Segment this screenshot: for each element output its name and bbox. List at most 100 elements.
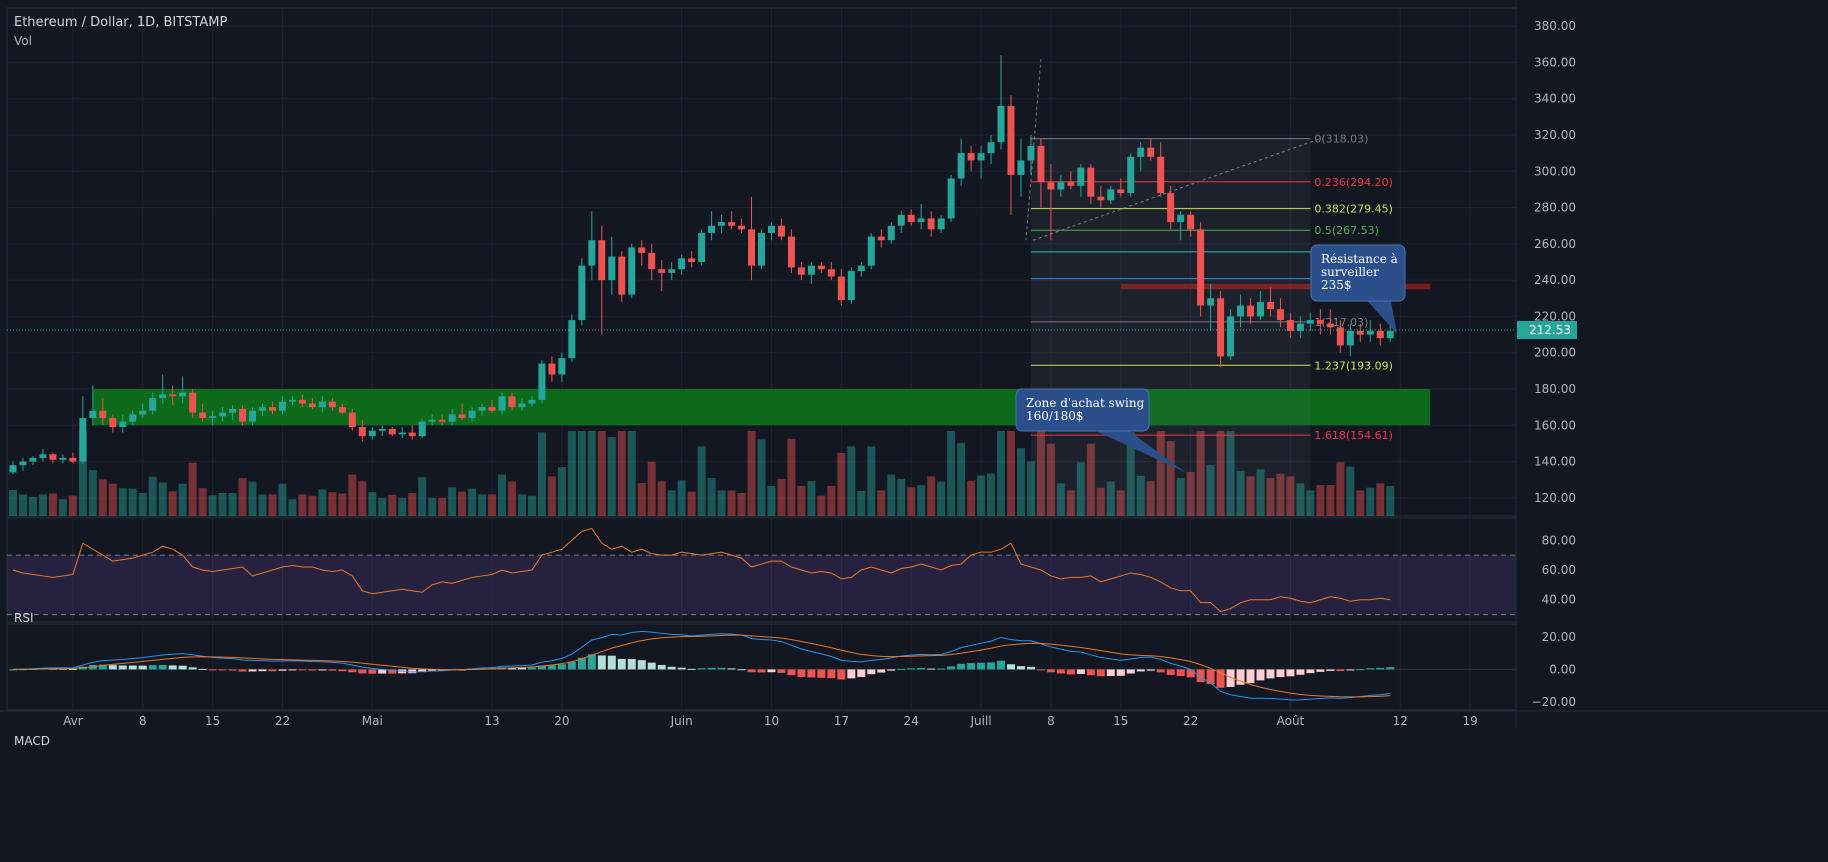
volume-bar [128, 488, 137, 516]
macd-histogram-bar [1236, 669, 1245, 685]
volume-bar [587, 431, 596, 516]
macd-histogram-bar [68, 668, 77, 670]
macd-histogram-bar [308, 669, 317, 671]
macd-histogram-bar [737, 669, 746, 671]
y-tick-label: 300.00 [1534, 164, 1576, 178]
volume-bar [897, 478, 906, 516]
volume-bar [1176, 478, 1185, 516]
volume-bar [1376, 483, 1385, 516]
macd-histogram-bar [1246, 669, 1255, 684]
x-tick-label: 8 [139, 714, 147, 728]
volume-bar [757, 439, 766, 516]
macd-histogram-bar [1356, 669, 1365, 671]
volume-bar [38, 494, 47, 516]
volume-bar [607, 437, 616, 516]
candle-body [1346, 330, 1354, 346]
candle-body [308, 403, 316, 408]
volume-bar [268, 494, 277, 516]
candle-body [1157, 156, 1165, 194]
volume-bar [717, 490, 726, 516]
volume-bar [827, 486, 836, 516]
x-tick-label: 10 [764, 714, 779, 728]
y-tick-label: 200.00 [1534, 346, 1576, 360]
volume-bar [1236, 471, 1245, 516]
macd-histogram-bar [1086, 669, 1095, 676]
macd-histogram-bar [537, 665, 546, 670]
volume-bar [547, 476, 556, 516]
fib-level-label: 1.618(154.61) [1314, 429, 1393, 442]
volume-bar [258, 494, 267, 516]
candle-body [877, 236, 885, 241]
candle-body [1197, 229, 1205, 306]
volume-bar [68, 495, 77, 516]
candle-body [668, 269, 676, 273]
volume-bar [657, 481, 666, 516]
macd-histogram-bar [228, 669, 237, 671]
macd-histogram-bar [527, 667, 536, 670]
volume-bar [927, 476, 936, 516]
macd-histogram-bar [1366, 668, 1375, 670]
volume-bar [98, 479, 107, 516]
candle-body [1027, 145, 1035, 161]
candle-body [937, 218, 945, 230]
candle-body [1087, 167, 1095, 197]
candle-body [1316, 320, 1324, 324]
candle-body [1207, 298, 1215, 306]
macd-histogram-bar [388, 669, 397, 674]
y-tick-label: 340.00 [1534, 92, 1576, 106]
y-tick-label: 120.00 [1534, 491, 1576, 505]
candle-body [9, 465, 17, 473]
candle-body [219, 412, 227, 417]
volume-bar [138, 493, 147, 516]
candle-body [957, 153, 965, 179]
chart-title: Ethereum / Dollar, 1D, BITSTAMP [14, 15, 228, 30]
macd-histogram-bar [1306, 669, 1315, 674]
zone-callout-box [1015, 388, 1150, 432]
volume-bar [208, 495, 217, 516]
volume-label: Vol [14, 34, 32, 48]
y-tick-label: 60.00 [1542, 563, 1576, 577]
candle-body [558, 358, 566, 375]
macd-histogram-bar [508, 667, 516, 670]
candle-body [1336, 327, 1344, 346]
macd-histogram-bar [1126, 669, 1135, 674]
zone-callout-text: 160/180$ [1026, 409, 1084, 423]
candle-body [1356, 330, 1364, 335]
volume-bar [238, 478, 247, 516]
x-tick-label: 17 [834, 714, 849, 728]
macd-histogram-bar [587, 654, 596, 670]
volume-bar [1156, 431, 1165, 516]
candle-body [368, 430, 376, 437]
candle-body [648, 252, 656, 270]
volume-bar [1216, 431, 1225, 516]
candle-body [1247, 305, 1255, 317]
candle-body [598, 240, 606, 281]
macd-histogram-bar [957, 663, 966, 670]
macd-histogram-bar [328, 669, 337, 671]
candle-body [1296, 323, 1304, 331]
volume-bar [1226, 431, 1235, 516]
volume-bar [767, 486, 776, 516]
macd-histogram-bar [797, 669, 806, 677]
y-tick-label: 40.00 [1542, 593, 1576, 607]
volume-bar [318, 489, 327, 516]
macd-line [12, 630, 1391, 701]
candle-body [498, 396, 506, 411]
macd-histogram-bar [1096, 669, 1105, 677]
volume-bar [1066, 490, 1075, 516]
candle-body [1037, 145, 1045, 183]
trend-line [1032, 138, 1321, 241]
volume-bar [1186, 471, 1195, 516]
macd-histogram-bar [1166, 669, 1175, 676]
candle-body [777, 225, 785, 237]
macd-histogram-bar [1056, 669, 1065, 674]
candle-body [997, 105, 1005, 143]
candle-body [179, 392, 187, 397]
macd-histogram-bar [877, 669, 886, 673]
volume-bar [48, 493, 57, 516]
macd-histogram-bar [767, 669, 776, 673]
volume-bar [1316, 485, 1325, 516]
x-tick-label: 8 [1047, 714, 1055, 728]
macd-histogram-bar [118, 665, 127, 670]
